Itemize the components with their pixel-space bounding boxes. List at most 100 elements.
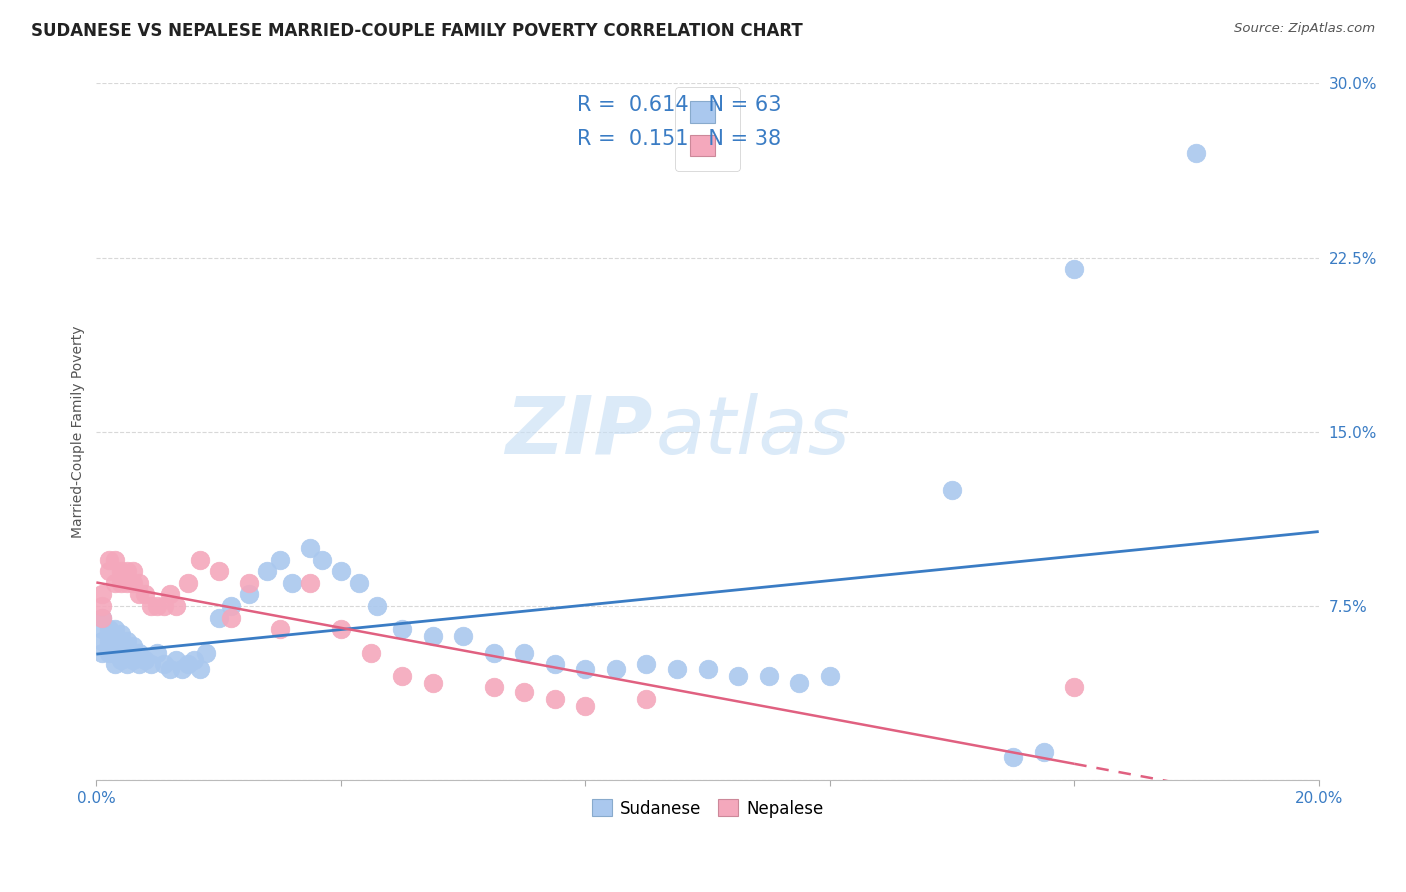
Point bbox=[134, 587, 156, 601]
Text: R =  0.614   N = 63: R = 0.614 N = 63 bbox=[576, 95, 782, 115]
Point bbox=[219, 599, 242, 613]
Point bbox=[1002, 750, 1025, 764]
Text: R =  0.151   N = 38: R = 0.151 N = 38 bbox=[576, 128, 780, 149]
Point bbox=[574, 698, 596, 713]
Point bbox=[360, 646, 382, 660]
Point bbox=[146, 599, 169, 613]
Point bbox=[110, 575, 132, 590]
Point bbox=[115, 657, 138, 672]
Point bbox=[544, 657, 567, 672]
Point bbox=[636, 692, 658, 706]
Point bbox=[941, 483, 963, 497]
Point bbox=[513, 685, 536, 699]
Point bbox=[256, 564, 278, 578]
Point bbox=[122, 652, 145, 666]
Point bbox=[366, 599, 388, 613]
Point bbox=[544, 692, 567, 706]
Point bbox=[104, 646, 127, 660]
Point bbox=[122, 639, 145, 653]
Point bbox=[188, 662, 211, 676]
Point bbox=[104, 657, 127, 672]
Point bbox=[177, 657, 200, 672]
Text: SUDANESE VS NEPALESE MARRIED-COUPLE FAMILY POVERTY CORRELATION CHART: SUDANESE VS NEPALESE MARRIED-COUPLE FAMI… bbox=[31, 22, 803, 40]
Point bbox=[152, 599, 174, 613]
Point bbox=[482, 681, 505, 695]
Point bbox=[115, 575, 138, 590]
Point bbox=[188, 552, 211, 566]
Point bbox=[104, 634, 127, 648]
Point bbox=[128, 575, 150, 590]
Point bbox=[97, 564, 120, 578]
Point bbox=[513, 646, 536, 660]
Point bbox=[115, 564, 138, 578]
Point bbox=[159, 587, 181, 601]
Point bbox=[238, 575, 260, 590]
Point bbox=[207, 610, 229, 624]
Point bbox=[696, 662, 718, 676]
Point bbox=[329, 564, 352, 578]
Point bbox=[329, 623, 352, 637]
Text: ZIP: ZIP bbox=[505, 392, 652, 471]
Point bbox=[152, 657, 174, 672]
Point bbox=[104, 623, 127, 637]
Point bbox=[727, 669, 749, 683]
Point bbox=[299, 575, 322, 590]
Point bbox=[347, 575, 370, 590]
Point bbox=[177, 575, 200, 590]
Point bbox=[269, 623, 291, 637]
Point bbox=[159, 662, 181, 676]
Point bbox=[110, 627, 132, 641]
Point bbox=[451, 629, 474, 643]
Point bbox=[1063, 262, 1085, 277]
Point bbox=[758, 669, 780, 683]
Point bbox=[1032, 746, 1054, 760]
Point bbox=[134, 652, 156, 666]
Point bbox=[311, 552, 333, 566]
Point bbox=[146, 646, 169, 660]
Point bbox=[122, 575, 145, 590]
Point bbox=[128, 657, 150, 672]
Point bbox=[207, 564, 229, 578]
Point bbox=[97, 646, 120, 660]
Point bbox=[482, 646, 505, 660]
Point bbox=[91, 587, 114, 601]
Point bbox=[818, 669, 841, 683]
Point bbox=[605, 662, 627, 676]
Point bbox=[422, 629, 444, 643]
Point bbox=[636, 657, 658, 672]
Point bbox=[665, 662, 688, 676]
Point bbox=[91, 599, 114, 613]
Point bbox=[281, 575, 304, 590]
Point bbox=[195, 646, 218, 660]
Point bbox=[391, 623, 413, 637]
Point bbox=[104, 552, 127, 566]
Point bbox=[574, 662, 596, 676]
Point bbox=[97, 623, 120, 637]
Point bbox=[91, 623, 114, 637]
Point bbox=[122, 564, 145, 578]
Point bbox=[165, 599, 187, 613]
Point bbox=[128, 646, 150, 660]
Point bbox=[219, 610, 242, 624]
Point bbox=[91, 610, 114, 624]
Point bbox=[91, 634, 114, 648]
Text: Source: ZipAtlas.com: Source: ZipAtlas.com bbox=[1234, 22, 1375, 36]
Point bbox=[104, 575, 127, 590]
Point bbox=[391, 669, 413, 683]
Y-axis label: Married-Couple Family Poverty: Married-Couple Family Poverty bbox=[72, 326, 86, 538]
Point bbox=[165, 652, 187, 666]
Point bbox=[97, 552, 120, 566]
Point bbox=[110, 639, 132, 653]
Point bbox=[787, 675, 810, 690]
Point bbox=[115, 646, 138, 660]
Point bbox=[170, 662, 193, 676]
Point bbox=[110, 652, 132, 666]
Point bbox=[422, 675, 444, 690]
Point bbox=[91, 610, 114, 624]
Point bbox=[128, 587, 150, 601]
Point bbox=[299, 541, 322, 555]
Point bbox=[183, 652, 205, 666]
Point bbox=[1185, 146, 1208, 161]
Point bbox=[115, 634, 138, 648]
Point bbox=[97, 634, 120, 648]
